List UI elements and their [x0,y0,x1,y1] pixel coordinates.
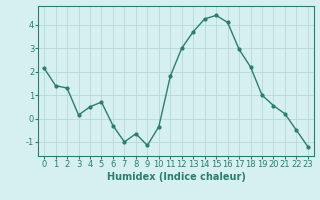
X-axis label: Humidex (Indice chaleur): Humidex (Indice chaleur) [107,172,245,182]
